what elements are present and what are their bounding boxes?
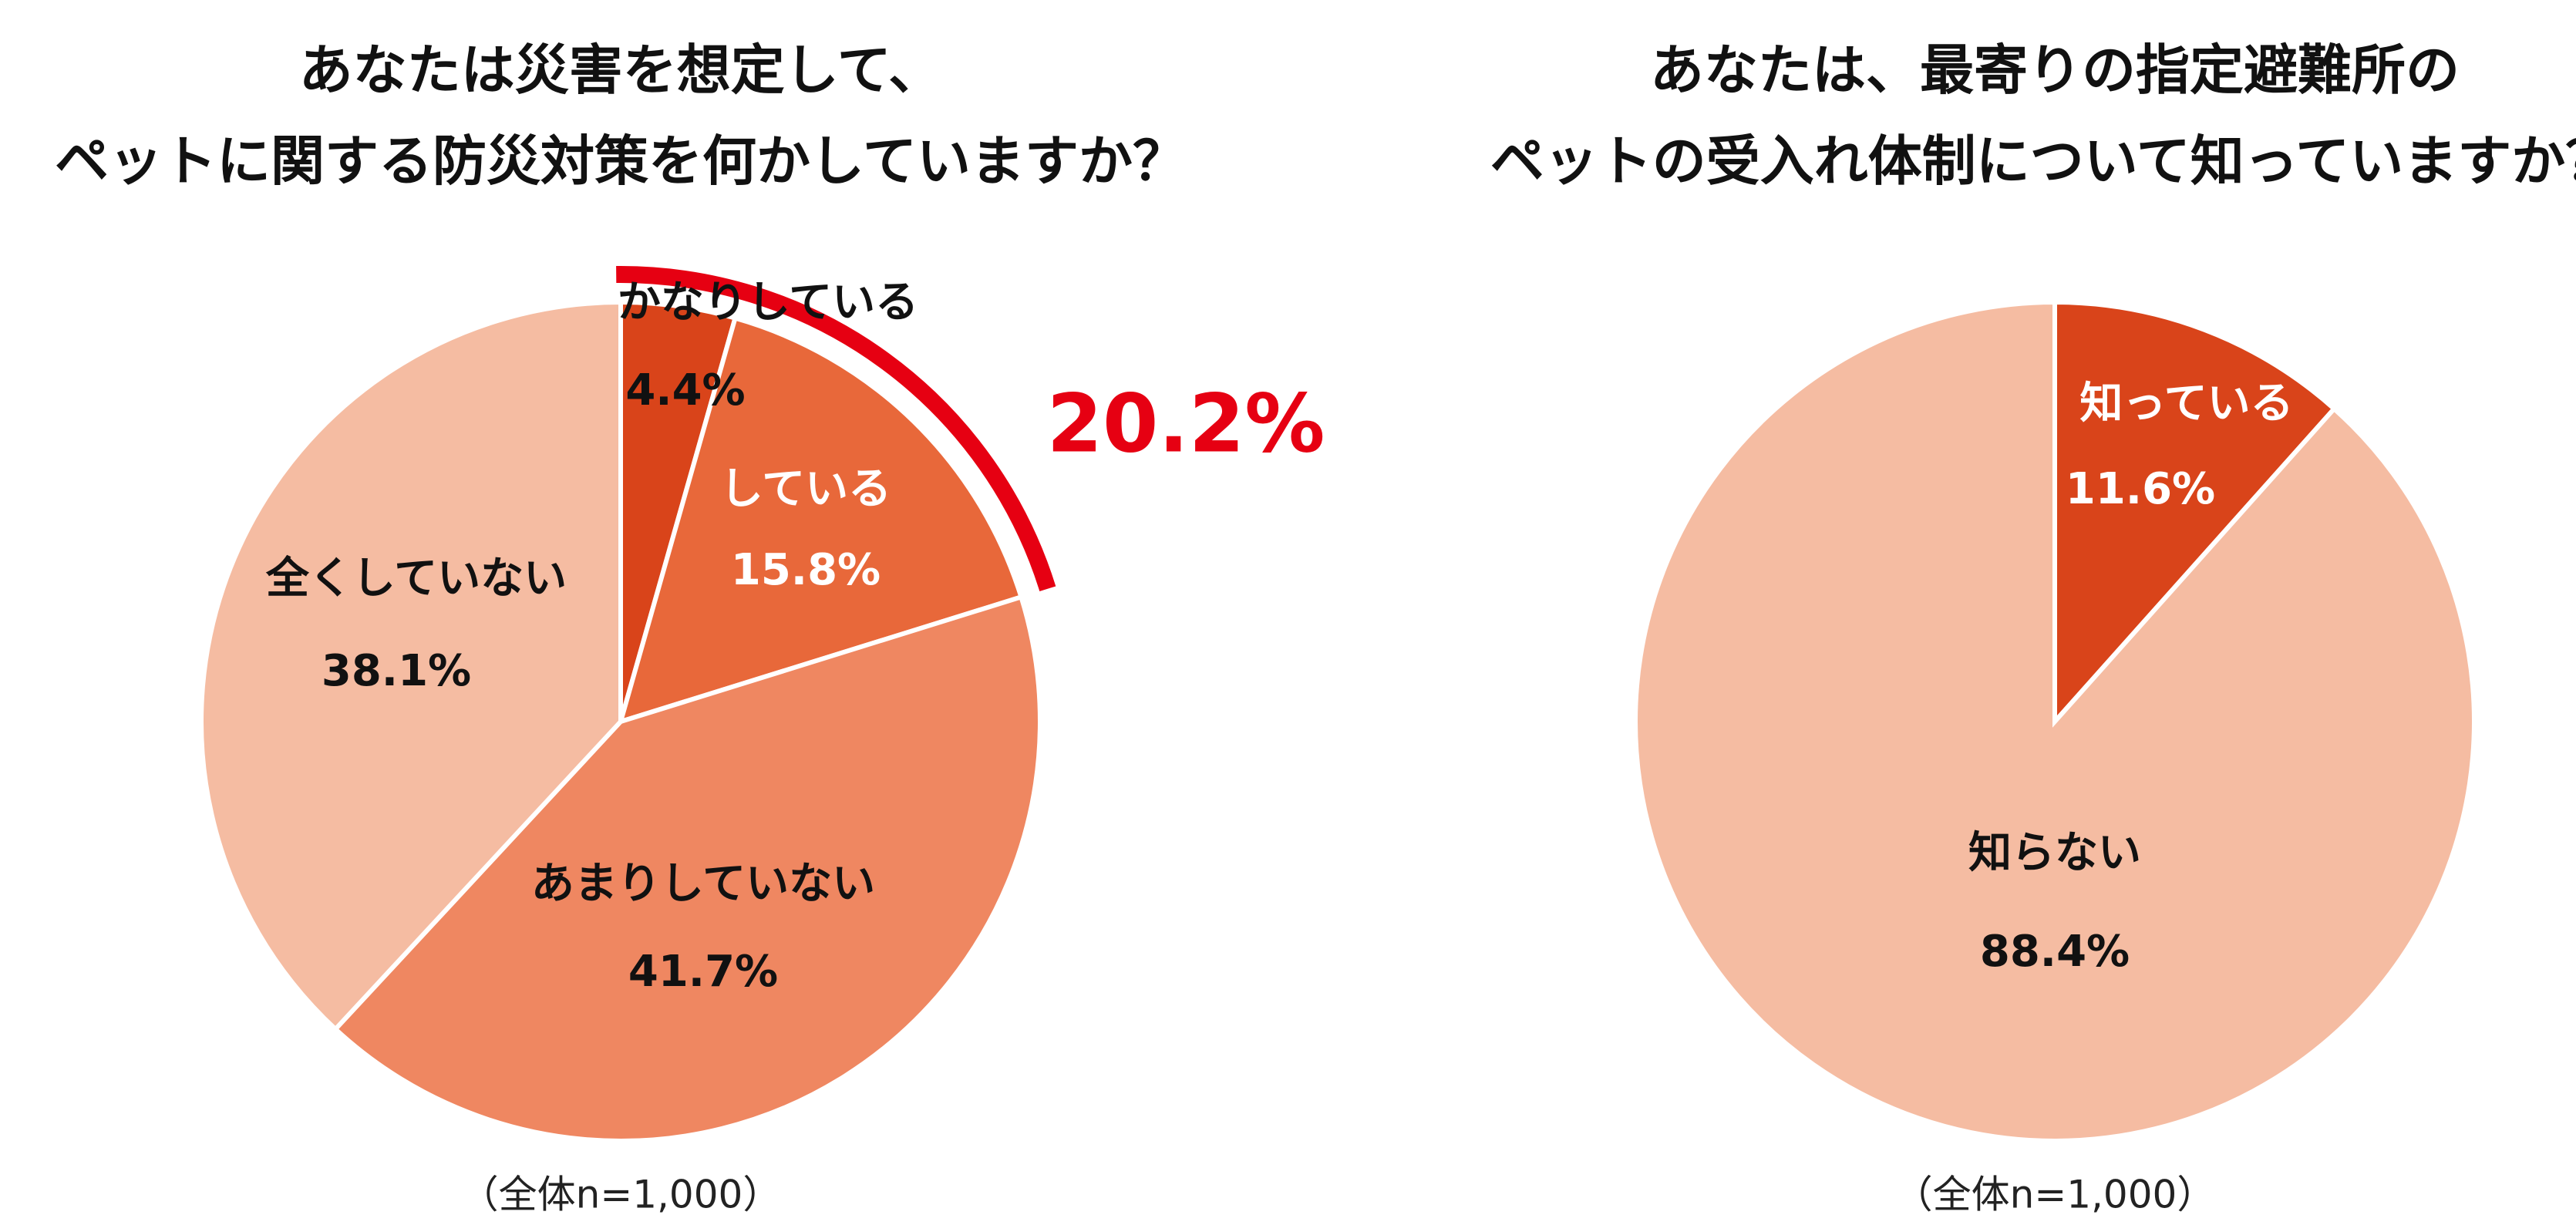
value-label: 4.4% xyxy=(625,365,745,416)
value-label: 11.6% xyxy=(2066,464,2215,514)
slice-label: 知らない xyxy=(1968,828,2141,878)
slice-label: 全くしていない xyxy=(265,554,567,604)
slice-label: 知っている xyxy=(2079,379,2293,429)
slice-label: かなりしている xyxy=(618,278,918,328)
pie-slice xyxy=(2052,299,2338,728)
chart-title: ペットに関する防災対策を何かしていますか？ xyxy=(55,130,1187,193)
value-label: 88.4% xyxy=(1980,927,2130,977)
value-label: 41.7% xyxy=(628,947,778,997)
slice-label: している xyxy=(720,464,891,514)
pie-slice xyxy=(617,315,1025,725)
chart-title: ペットの受入れ体制について知っていますか？ xyxy=(1490,130,2576,193)
pie-slice xyxy=(1633,299,2477,1143)
note: （全体n=1,000） xyxy=(1894,1173,2216,1217)
value-label: 15.8% xyxy=(731,545,881,595)
chart-title: あなたは災害を想定して、 xyxy=(299,39,942,102)
value-label: 38.1% xyxy=(322,646,471,696)
slice-label: あまりしていない xyxy=(531,859,875,909)
pie-slice xyxy=(199,299,623,1033)
chart-title: あなたは、最寄りの指定避難所の xyxy=(1650,39,2460,102)
highlight-arc xyxy=(616,266,1056,591)
note: （全体n=1,000） xyxy=(460,1173,782,1217)
annotation: 20.2% xyxy=(1047,376,1325,470)
pie-slice xyxy=(332,594,1042,1143)
